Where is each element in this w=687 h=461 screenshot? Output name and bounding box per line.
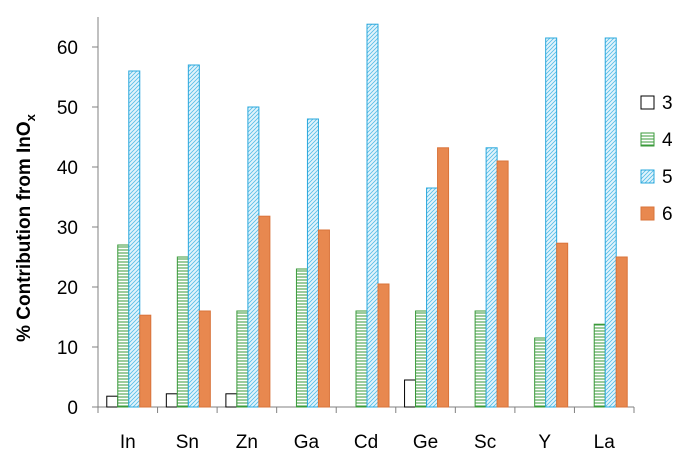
bar-cd-series-6 [377, 283, 390, 408]
bar-la-series-4 [593, 323, 606, 408]
bar-ga-series-4 [295, 268, 308, 408]
x-tick-label-y: Y [538, 432, 551, 453]
bar-in-series-3 [106, 395, 119, 408]
legend-label-4: 4 [662, 130, 673, 151]
legend-label-3: 3 [662, 93, 673, 114]
x-tick-label-zn: Zn [236, 432, 258, 453]
bar-sn-series-4 [176, 256, 189, 408]
y-tick-label: 60 [57, 38, 78, 59]
x-tick-label-in: In [120, 432, 136, 453]
x-tick-label-sc: Sc [474, 432, 496, 453]
y-tick-label: 10 [57, 338, 78, 359]
y-axis-label-subscript: x [23, 113, 38, 121]
bar-y-series-6 [556, 242, 569, 408]
y-tick-label: 50 [57, 98, 78, 119]
bar-la-series-5 [604, 37, 617, 408]
bar-in-series-6 [139, 314, 152, 408]
legend-swatch-3 [640, 95, 655, 110]
bars [106, 23, 628, 408]
y-tick-label: 20 [57, 278, 78, 299]
bar-ga-series-5 [306, 118, 319, 408]
bar-zn-series-5 [247, 106, 260, 408]
bar-cd-series-5 [366, 23, 379, 408]
bar-sc-series-5 [485, 147, 498, 408]
bar-sn-series-5 [187, 64, 200, 408]
legend: 3 4 5 6 [640, 93, 673, 225]
bar-sc-series-4 [474, 310, 487, 408]
tick-labels: 0 10 20 30 40 50 60 In Sn Zn Ga Cd Ge Sc Y La [57, 38, 615, 453]
bar-in-series-4 [117, 244, 130, 408]
bar-zn-series-4 [236, 310, 249, 408]
y-axis-label: % Contribution from InOx [14, 113, 38, 342]
bar-zn-series-6 [258, 215, 271, 408]
bar-in-series-5 [128, 70, 141, 408]
bar-sn-series-3 [165, 393, 178, 408]
legend-swatch-5 [640, 169, 655, 184]
bar-ga-series-6 [317, 229, 330, 408]
x-tick-label-ga: Ga [294, 432, 320, 453]
legend-label-6: 6 [662, 204, 673, 225]
y-tick-label: 40 [57, 158, 78, 179]
legend-swatch-4 [640, 132, 655, 147]
y-tick-label: 0 [67, 398, 78, 419]
bar-ge-series-3 [404, 379, 417, 408]
bar-y-series-5 [545, 37, 558, 408]
x-tick-label-sn: Sn [176, 432, 199, 453]
x-tick-label-ge: Ge [413, 432, 438, 453]
legend-label-5: 5 [662, 167, 673, 188]
bar-sc-series-6 [496, 160, 509, 408]
x-tick-label-la: La [594, 432, 616, 453]
bar-zn-series-3 [225, 393, 238, 408]
legend-swatch-6 [640, 206, 655, 221]
bar-ge-series-6 [437, 147, 450, 408]
bar-y-series-4 [534, 337, 547, 408]
bar-la-series-6 [615, 256, 628, 408]
bar-cd-series-4 [355, 310, 368, 408]
bar-sn-series-6 [198, 310, 211, 408]
x-tick-label-cd: Cd [354, 432, 378, 453]
bar-ge-series-4 [415, 310, 428, 408]
bar-ge-series-5 [426, 187, 439, 408]
y-tick-label: 30 [57, 218, 78, 239]
y-axis-label-main: % Contribution from InO [14, 121, 35, 342]
